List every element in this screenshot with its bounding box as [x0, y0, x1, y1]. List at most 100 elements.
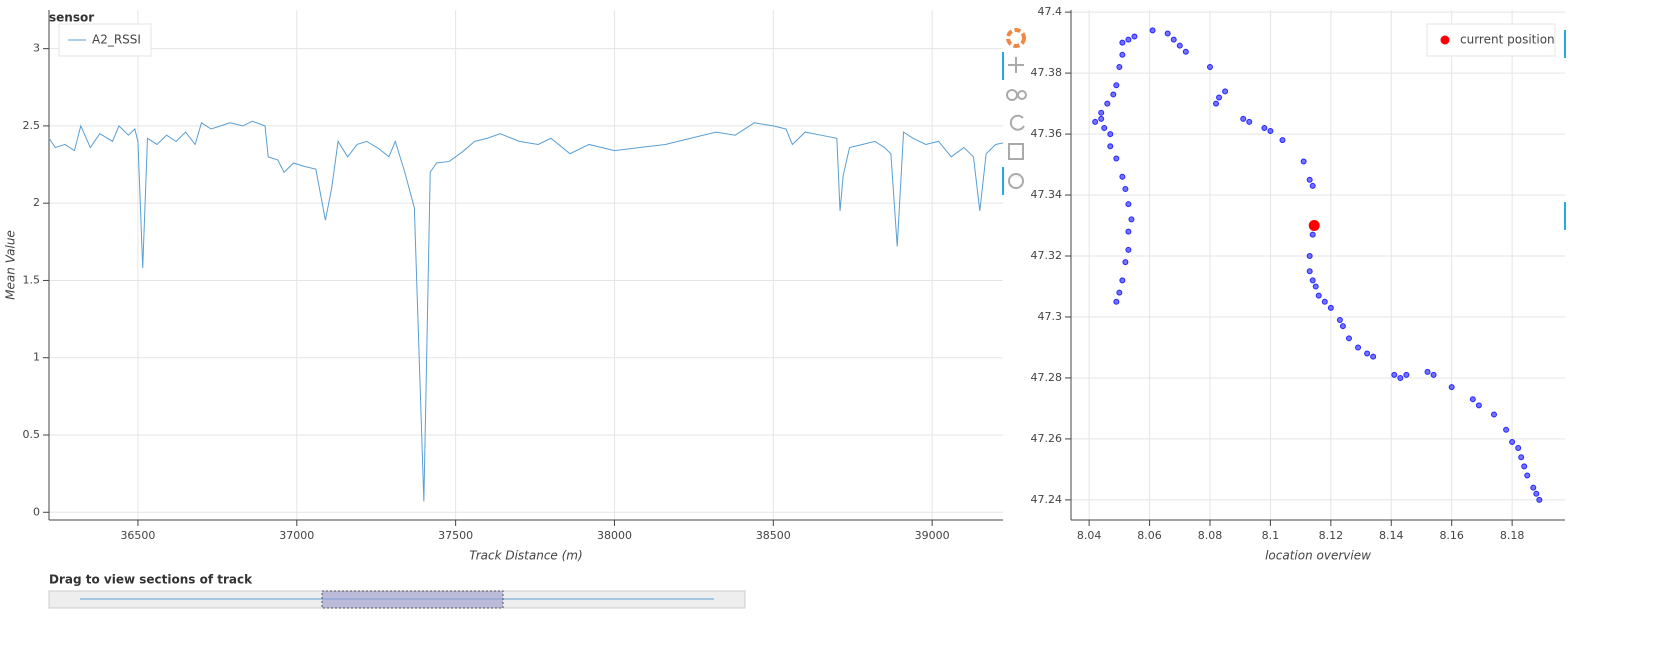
x-tick-label: 37000	[279, 529, 314, 542]
point	[1306, 253, 1313, 260]
point	[1524, 472, 1531, 479]
x-tick-label: 8.1	[1262, 529, 1280, 542]
point	[1213, 100, 1220, 107]
point	[1107, 143, 1114, 150]
y-tick-label: 47.38	[1031, 66, 1063, 79]
point	[1119, 39, 1126, 46]
point	[1424, 368, 1431, 375]
reset-tool[interactable]	[1009, 114, 1025, 131]
point	[1339, 323, 1346, 330]
y-tick-label: 1.5	[23, 273, 41, 286]
point	[1116, 64, 1123, 71]
legend-label: A2_RSSI	[92, 33, 141, 47]
y-axis-label: Mean Value	[4, 230, 18, 300]
wheel-zoom-tool[interactable]	[1006, 89, 1018, 101]
point	[1490, 411, 1497, 418]
point	[1397, 374, 1404, 381]
x-axis-label: location overview	[1265, 549, 1371, 563]
point	[1306, 176, 1313, 183]
point	[1355, 344, 1362, 351]
x-tick-label: 38500	[756, 529, 791, 542]
point	[1131, 33, 1138, 40]
point	[1267, 128, 1274, 135]
point	[1113, 82, 1120, 89]
x-tick-label: 8.12	[1319, 529, 1344, 542]
point	[1509, 438, 1516, 445]
point	[1113, 155, 1120, 162]
zoom-tool[interactable]	[1017, 90, 1027, 100]
y-tick-label: 0	[33, 505, 40, 518]
save-tool[interactable]	[1008, 143, 1024, 160]
point	[1107, 131, 1114, 138]
slider-selection[interactable]	[321, 590, 504, 609]
active-indicator	[1564, 202, 1566, 230]
point	[1475, 402, 1482, 409]
point	[1308, 220, 1320, 232]
slider-title: Drag to view sections of track	[49, 573, 253, 587]
point	[1309, 231, 1316, 238]
point	[1327, 304, 1334, 311]
point	[1300, 158, 1307, 165]
point	[1170, 36, 1177, 43]
hover-tool[interactable]	[1008, 173, 1024, 189]
x-tick-label: 37500	[438, 529, 473, 542]
point	[1122, 185, 1129, 192]
y-tick-label: 2	[33, 196, 40, 209]
point	[1098, 115, 1105, 122]
point	[1279, 137, 1286, 144]
y-tick-label: 3	[33, 42, 40, 55]
point	[1125, 201, 1132, 208]
y-tick-label: 47.34	[1031, 188, 1063, 201]
point	[1536, 496, 1543, 503]
point	[1182, 48, 1189, 55]
point	[1110, 91, 1117, 98]
point	[1521, 463, 1528, 470]
y-tick-label: 47.3	[1038, 310, 1063, 323]
point	[1370, 353, 1377, 360]
point	[1312, 283, 1319, 290]
y-tick-label: 47.24	[1031, 493, 1063, 506]
point	[1119, 277, 1126, 284]
point	[1119, 173, 1126, 180]
active-indicator	[1002, 52, 1004, 80]
pan-tool[interactable]	[1008, 57, 1024, 73]
x-tick-label: 8.14	[1379, 529, 1404, 542]
legend-swatch	[1440, 35, 1450, 45]
toolbar	[1002, 28, 1566, 230]
x-axis-label: Track Distance (m)	[469, 549, 582, 563]
point	[1101, 124, 1108, 131]
point	[1336, 317, 1343, 324]
point	[1125, 246, 1132, 253]
y-tick-label: 47.32	[1031, 249, 1063, 262]
y-tick-label: 47.26	[1031, 432, 1063, 445]
x-tick-label: 8.06	[1137, 529, 1162, 542]
point	[1364, 350, 1371, 357]
x-tick-label: 36500	[120, 529, 155, 542]
point	[1128, 216, 1135, 223]
point	[1530, 484, 1537, 491]
point	[1125, 36, 1132, 43]
point	[1430, 371, 1437, 378]
point	[1104, 100, 1111, 107]
point	[1116, 289, 1123, 296]
point	[1503, 426, 1510, 433]
point	[1469, 396, 1476, 403]
bokeh-logo[interactable]	[1006, 28, 1026, 48]
point	[1518, 454, 1525, 461]
point	[1309, 277, 1316, 284]
active-indicator	[1564, 30, 1566, 58]
point	[1315, 292, 1322, 299]
point	[1246, 118, 1253, 125]
x-tick-label: 8.16	[1439, 529, 1464, 542]
x-tick-label: 8.04	[1077, 529, 1102, 542]
y-tick-label: 47.4	[1038, 5, 1063, 18]
y-tick-label: 2.5	[23, 119, 41, 132]
point	[1448, 384, 1455, 391]
legend-label: current position	[1460, 33, 1555, 47]
point	[1149, 27, 1156, 34]
point	[1345, 335, 1352, 342]
point	[1098, 109, 1105, 116]
y-tick-label: 1	[33, 351, 40, 364]
